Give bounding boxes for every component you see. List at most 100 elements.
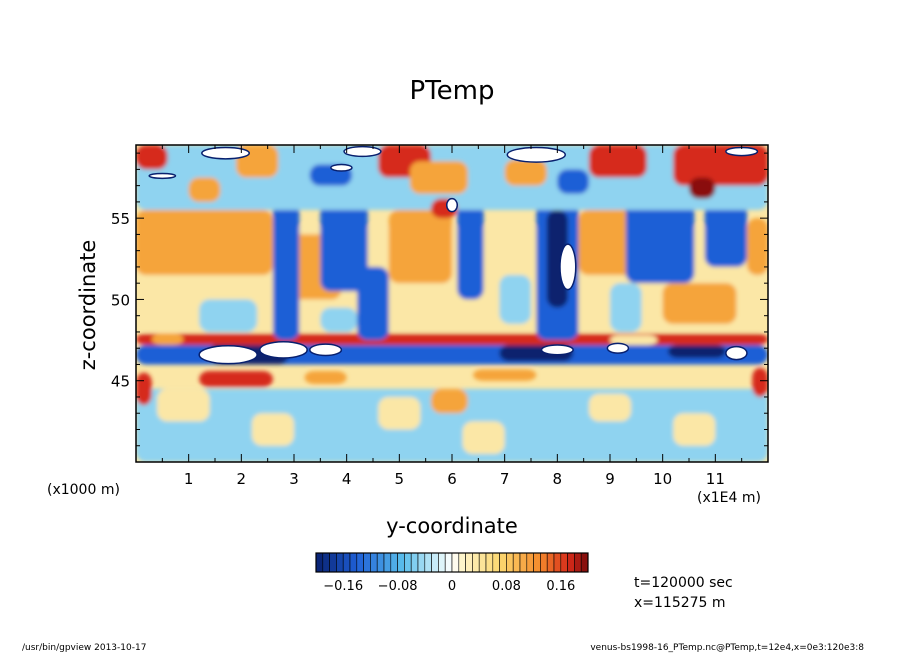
colorbar-cell	[370, 552, 378, 573]
colorbar-cell	[342, 552, 351, 573]
field-patch-17	[136, 333, 768, 345]
colorbar-cell	[485, 552, 494, 573]
white-pocket-4	[606, 342, 630, 354]
colorbar-cell	[424, 552, 432, 573]
field-patch-23	[388, 210, 452, 284]
field-patch-10	[199, 370, 273, 388]
y-tick-label: 55	[111, 210, 130, 228]
colorbar-cell	[376, 552, 385, 573]
x-tick-label: 10	[653, 470, 672, 488]
colorbar-cell	[356, 552, 364, 573]
x-tick-label: 1	[184, 470, 194, 488]
field-patch-47	[504, 159, 547, 186]
colorbar-cell	[363, 552, 371, 573]
colorbar-cell	[526, 552, 534, 573]
colorbar-cell	[519, 552, 528, 573]
colorbar-cell	[329, 552, 337, 573]
footer-left: /usr/bin/gpview 2013-10-17	[22, 643, 147, 653]
colorbar-cell	[512, 552, 521, 573]
white-pocket-12	[148, 172, 177, 180]
y-tick-label: 50	[111, 291, 130, 309]
white-pocket-10	[330, 163, 353, 172]
colorbar-cell	[560, 552, 568, 573]
field-patch-46	[689, 177, 716, 199]
white-pocket-1	[259, 340, 308, 359]
white-pocket-6	[559, 243, 577, 291]
colorbar-cell	[322, 552, 330, 573]
colorbar-cell	[383, 552, 392, 573]
colorbar-cell	[458, 552, 466, 573]
field-patch-3	[378, 396, 421, 430]
field-patch-37	[610, 283, 642, 332]
colorbar-cell	[472, 552, 480, 573]
colorbar-cell	[506, 552, 514, 573]
x-tick-label: 5	[395, 470, 405, 488]
field-patch-50	[557, 169, 589, 194]
colorbar-cell	[567, 552, 575, 573]
field-patch-4	[462, 421, 505, 454]
field-patch-44	[588, 145, 647, 178]
colorbar-tick-label: 0.16	[546, 579, 575, 594]
colorbar-cell	[431, 552, 439, 573]
field-patch-7	[430, 388, 468, 414]
colorbar-frame	[315, 552, 589, 573]
time-info: t=120000 sec	[634, 575, 733, 591]
colorbar-cell	[444, 552, 453, 573]
x-tick-label: 3	[289, 470, 299, 488]
field-patch-30	[320, 193, 368, 292]
field-patch-40	[136, 145, 168, 170]
x-unit-label: (x1E4 m)	[697, 490, 761, 506]
field-patch-26	[746, 218, 768, 276]
field-patch-31	[357, 266, 389, 341]
colorbar-cell	[315, 552, 324, 573]
field-patch-48	[188, 177, 221, 202]
field-patch-36	[704, 193, 747, 267]
colorbar-cell	[451, 552, 460, 573]
x-tick-label: 7	[500, 470, 510, 488]
colorbar-tick-label: −0.16	[323, 579, 363, 594]
y-axis: 45 50 55	[111, 152, 768, 447]
field-patch-35	[625, 193, 695, 284]
field-patch-18	[151, 333, 184, 345]
y-unit-label: (x1000 m)	[47, 482, 120, 498]
field-patch-43	[409, 161, 468, 194]
colorbar-cell	[574, 552, 582, 573]
colorbar-tick-label: 0.08	[492, 579, 521, 594]
white-pocket-9	[506, 146, 566, 163]
x-tick-label: 2	[237, 470, 247, 488]
colorbar-cell	[553, 552, 562, 573]
field-patch-12	[304, 370, 347, 384]
x-tick-label: 9	[605, 470, 615, 488]
colorbar-cell	[546, 552, 555, 573]
colorbar-cell	[478, 552, 487, 573]
field-patch-6	[673, 413, 716, 446]
field-patch-5	[588, 393, 632, 422]
field-patch-29	[272, 185, 300, 341]
field-patch-28	[320, 307, 358, 332]
x-tick-label: 6	[447, 470, 457, 488]
colorbar-cell	[540, 552, 548, 573]
colorbar-cell	[390, 552, 398, 573]
white-pocket-3	[540, 344, 574, 356]
colorbar-cell	[465, 552, 473, 573]
chart-title: PTemp	[409, 76, 495, 106]
colorbar-cell	[397, 552, 405, 573]
colorbar-cell	[438, 552, 446, 573]
x-tick-label: 11	[706, 470, 725, 488]
y-axis-label: z-coordinate	[76, 239, 100, 371]
y-tick-label: 45	[111, 373, 130, 391]
white-pocket-13	[445, 197, 459, 213]
field-patch-38	[499, 275, 531, 324]
colorbar-cell	[580, 552, 589, 573]
field-patch-9	[752, 367, 768, 397]
field-patch-32	[457, 193, 484, 300]
x-tick-label: 8	[553, 470, 563, 488]
field-patch-27	[199, 299, 258, 332]
white-pocket-2	[309, 343, 343, 357]
field-patch-21	[136, 210, 273, 276]
colorbar-tick-label: 0	[448, 579, 456, 594]
colorbar: −0.16 −0.08 0 0.08 0.16	[315, 552, 589, 594]
colorbar-cell	[492, 552, 500, 573]
footer-right: venus-bs1998-16_PTemp.nc@PTemp,t=12e4,x=…	[590, 643, 864, 653]
